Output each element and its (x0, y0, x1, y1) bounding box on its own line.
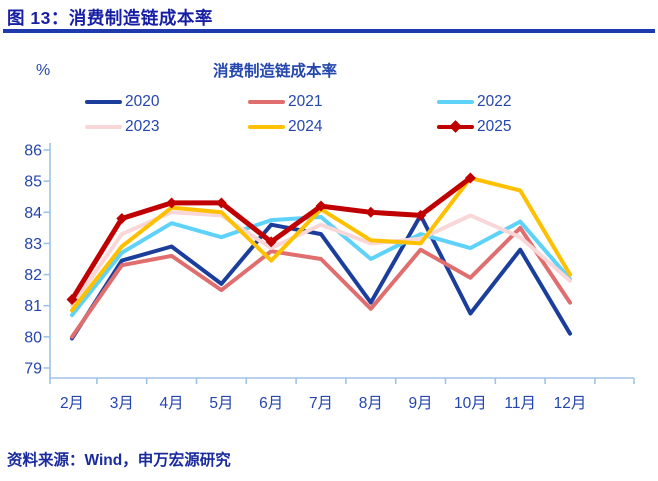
legend-label-2020: 2020 (125, 93, 160, 110)
series-marker-2025 (66, 293, 78, 305)
legend-label-2023: 2023 (125, 118, 160, 135)
x-axis-tick-label: 4月 (160, 395, 184, 412)
series-line-2024 (70, 176, 572, 313)
legend-label-2025: 2025 (477, 118, 512, 135)
legend-item-2022: 2022 (437, 91, 511, 113)
series-line-2021 (70, 225, 572, 339)
y-axis-unit-label: % (36, 62, 51, 79)
y-axis-tick-label: 83 (24, 236, 42, 253)
series-line-2022 (70, 215, 572, 318)
legend-item-2020: 2020 (85, 91, 159, 113)
x-axis-tick-label: 10月 (454, 395, 487, 412)
y-axis-tick-label: 81 (24, 298, 42, 315)
y-axis-tick-label: 80 (24, 329, 42, 346)
source-attribution: 资料来源：Wind，申万宏源研究 (7, 452, 231, 469)
chart-title: 消费制造链成本率 (212, 63, 337, 80)
x-axis-tick-label: 11月 (504, 395, 536, 412)
x-axis-tick-label: 6月 (259, 395, 283, 412)
legend-item-2023: 2023 (85, 116, 159, 138)
legend-line-swatch-2020 (85, 99, 122, 105)
x-axis-tick-label: 8月 (359, 395, 383, 412)
y-axis-tick-label: 84 (24, 205, 42, 222)
x-axis-tick-label: 2月 (60, 395, 84, 412)
figure-title: 图 13：消费制造链成本率 (7, 8, 213, 28)
x-axis-tick-label: 3月 (110, 395, 134, 412)
legend-item-2024: 2024 (248, 116, 322, 138)
series-line-2020 (70, 213, 572, 341)
x-axis-tick-label: 5月 (209, 395, 233, 412)
legend-line-swatch-2023 (85, 124, 122, 130)
x-axis-tick-label: 9月 (409, 395, 433, 412)
legend-line-swatch-2022 (437, 99, 474, 105)
y-axis-tick-label: 82 (24, 267, 42, 284)
legend-line-swatch-2025 (437, 119, 474, 133)
x-axis-tick-label: 7月 (309, 395, 333, 412)
series-marker-2025 (265, 236, 277, 248)
chart-legend: 2020 2021 2022 2023 2024 2025 (0, 0, 658, 140)
legend-line-swatch-2024 (248, 124, 285, 130)
x-axis-tick-label: 12月 (554, 395, 587, 412)
legend-line-swatch-2021 (248, 99, 285, 105)
series-marker-2025 (215, 197, 227, 209)
y-axis-tick-label: 85 (24, 174, 42, 191)
legend-label-2024: 2024 (288, 118, 323, 135)
legend-item-2025: 2025 (437, 116, 511, 138)
series-marker-2025 (116, 213, 128, 225)
y-axis-tick-label: 86 (24, 143, 42, 160)
series-marker-2025 (315, 200, 327, 212)
series-marker-2025 (415, 209, 427, 221)
series-marker-2025 (464, 172, 476, 184)
series-marker-2025 (365, 206, 377, 218)
legend-item-2021: 2021 (248, 91, 322, 113)
legend-label-2021: 2021 (288, 93, 323, 110)
legend-label-2022: 2022 (477, 93, 512, 110)
y-axis-tick-label: 79 (24, 361, 42, 378)
title-underline-rule (3, 29, 655, 33)
series-marker-2025 (166, 197, 178, 209)
